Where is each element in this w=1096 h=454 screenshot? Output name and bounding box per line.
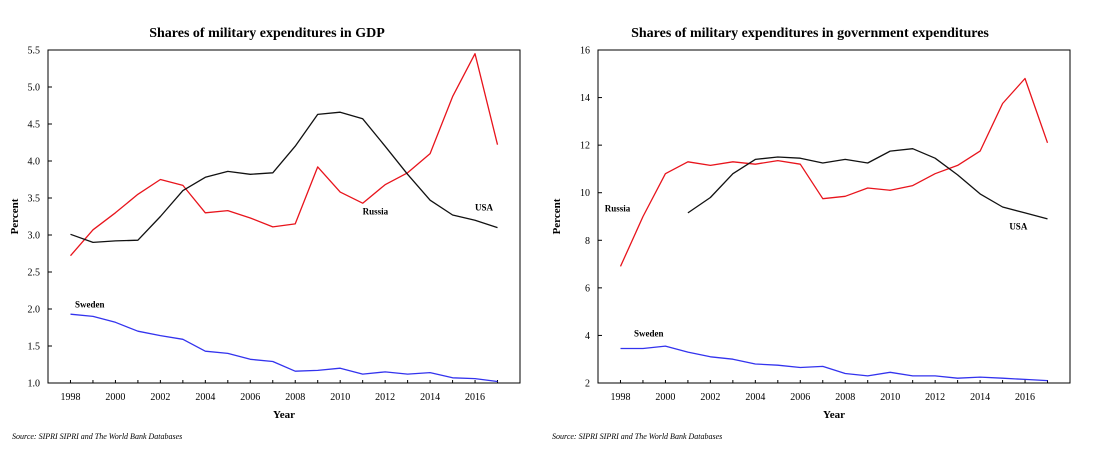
y-tick-label: 5.0	[28, 83, 41, 94]
x-tick-label: 2006	[790, 392, 810, 403]
russia-series-line	[619, 77, 1049, 267]
sweden-series-label: Sweden	[75, 300, 105, 310]
y-axis-label: Percent	[551, 198, 563, 234]
x-tick-label: 2012	[375, 392, 395, 403]
y-tick-label: 4	[585, 331, 590, 342]
y-tick-label: 2.0	[28, 305, 41, 316]
usa-series-label: USA	[475, 203, 494, 213]
y-tick-label: 1.5	[28, 342, 41, 353]
x-axis-label: Year	[823, 409, 845, 421]
y-tick-label: 8	[585, 236, 590, 247]
x-tick-label: 2002	[150, 392, 170, 403]
usa-series-line	[70, 111, 498, 244]
sweden-series-line	[70, 313, 498, 383]
y-tick-label: 6	[585, 283, 590, 294]
y-tick-label: 16	[580, 46, 590, 57]
chart-title: Shares of military expenditures in gover…	[631, 26, 989, 41]
chart-title: Shares of military expenditures in GDP	[149, 26, 385, 41]
x-tick-label: 2008	[835, 392, 855, 403]
y-tick-label: 12	[580, 141, 590, 152]
x-tick-label: 2010	[880, 392, 900, 403]
y-axis-label: Percent	[9, 198, 21, 234]
x-tick-label: 2000	[105, 392, 125, 403]
x-tick-label: 2006	[240, 392, 260, 403]
x-tick-label: 2002	[700, 392, 720, 403]
y-tick-label: 2.5	[28, 268, 41, 279]
gdp-share-panel: Shares of military expenditures in GDP 1.…	[9, 26, 521, 441]
y-tick-label: 4.5	[28, 120, 41, 131]
usa-series-label: USA	[1009, 222, 1028, 232]
x-tick-label: 1998	[610, 392, 630, 403]
y-tick-label: 14	[580, 93, 590, 104]
y-tick-label: 3.0	[28, 231, 41, 242]
x-tick-label: 2010	[330, 392, 350, 403]
x-tick-label: 2016	[1015, 392, 1035, 403]
source-note: Source: SIPRI SIPRI and The World Bank D…	[552, 432, 723, 441]
russia-series-line	[70, 53, 499, 257]
russia-series-label: Russia	[605, 204, 631, 214]
x-tick-label: 2014	[970, 392, 990, 403]
y-tick-label: 5.5	[28, 46, 41, 57]
government-share-chart: Shares of military expenditures in gover…	[551, 26, 1071, 421]
x-tick-label: 2008	[285, 392, 305, 403]
x-tick-label: 2000	[655, 392, 675, 403]
plot-frame	[47, 49, 521, 384]
x-tick-label: 2016	[465, 392, 485, 403]
x-tick-label: 2012	[925, 392, 945, 403]
russia-series-label: Russia	[363, 206, 389, 216]
x-tick-label: 2014	[420, 392, 440, 403]
x-axis-label: Year	[273, 409, 295, 421]
y-tick-label: 4.0	[28, 157, 41, 168]
y-tick-label: 10	[580, 188, 590, 199]
y-tick-label: 3.5	[28, 194, 41, 205]
gdp-share-chart: Shares of military expenditures in GDP 1.…	[9, 26, 521, 421]
sweden-series-label: Sweden	[634, 329, 664, 339]
x-tick-label: 2004	[745, 392, 765, 403]
y-tick-label: 1.0	[28, 379, 41, 390]
x-tick-label: 1998	[60, 392, 80, 403]
source-note: Source: SIPRI SIPRI and The World Bank D…	[12, 432, 183, 441]
government-share-panel: Shares of military expenditures in gover…	[548, 0, 1096, 454]
usa-series-line	[687, 148, 1048, 220]
sweden-series-line	[620, 345, 1048, 382]
x-tick-label: 2004	[195, 392, 215, 403]
plot-frame	[597, 49, 1071, 384]
y-tick-label: 2	[585, 379, 590, 390]
